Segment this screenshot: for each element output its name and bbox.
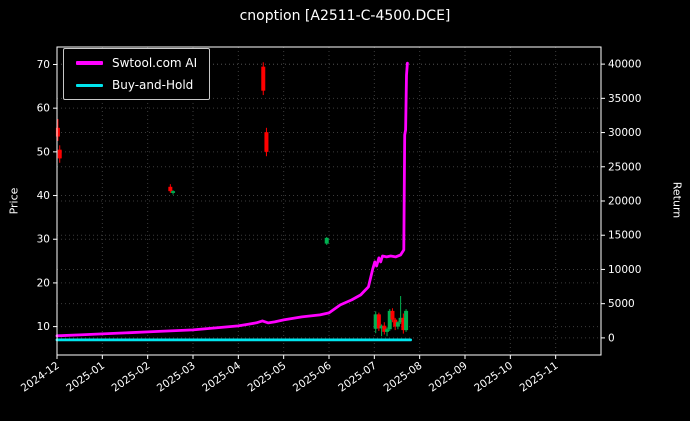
svg-text:30000: 30000 xyxy=(608,127,641,139)
svg-text:2025-09: 2025-09 xyxy=(427,360,470,395)
svg-text:10: 10 xyxy=(37,321,50,333)
svg-text:2025-04: 2025-04 xyxy=(200,359,243,394)
svg-text:2024-12: 2024-12 xyxy=(19,360,62,395)
left-axis-title: Price xyxy=(7,187,21,215)
svg-text:2025-10: 2025-10 xyxy=(472,360,515,395)
svg-text:25000: 25000 xyxy=(608,161,641,173)
svg-text:0: 0 xyxy=(608,332,615,344)
svg-text:40000: 40000 xyxy=(608,59,641,71)
chart-title: cnoption [A2511-C-4500.DCE] xyxy=(239,8,451,24)
svg-text:2025-03: 2025-03 xyxy=(155,360,198,395)
ai-line-sample-icon xyxy=(76,61,103,65)
svg-text:35000: 35000 xyxy=(608,93,641,105)
svg-text:60: 60 xyxy=(37,103,50,115)
svg-text:2025-06: 2025-06 xyxy=(291,359,334,394)
svg-text:70: 70 xyxy=(37,59,50,71)
svg-text:20: 20 xyxy=(37,277,50,289)
svg-text:10000: 10000 xyxy=(608,264,641,276)
svg-text:20000: 20000 xyxy=(608,196,641,208)
legend-label-hold: Buy-and-Hold xyxy=(112,78,194,92)
svg-text:5000: 5000 xyxy=(608,298,635,310)
svg-text:15000: 15000 xyxy=(608,230,641,242)
svg-text:2025-08: 2025-08 xyxy=(382,360,425,395)
svg-text:2025-11: 2025-11 xyxy=(518,360,561,395)
svg-text:30: 30 xyxy=(37,234,50,246)
hold-line-sample-icon xyxy=(76,83,103,87)
legend-item-ai: Swtool.com AI xyxy=(76,56,197,70)
svg-text:2025-07: 2025-07 xyxy=(336,360,379,395)
right-axis-title: Return xyxy=(670,181,684,219)
svg-text:2025-01: 2025-01 xyxy=(64,360,107,395)
svg-text:2025-02: 2025-02 xyxy=(110,360,153,395)
legend-label-ai: Swtool.com AI xyxy=(112,56,198,70)
legend-item-hold: Buy-and-Hold xyxy=(76,78,197,92)
legend: Swtool.com AI Buy-and-Hold xyxy=(63,48,211,100)
svg-text:50: 50 xyxy=(37,146,50,158)
svg-text:40: 40 xyxy=(37,190,50,202)
svg-text:2025-05: 2025-05 xyxy=(246,360,289,395)
